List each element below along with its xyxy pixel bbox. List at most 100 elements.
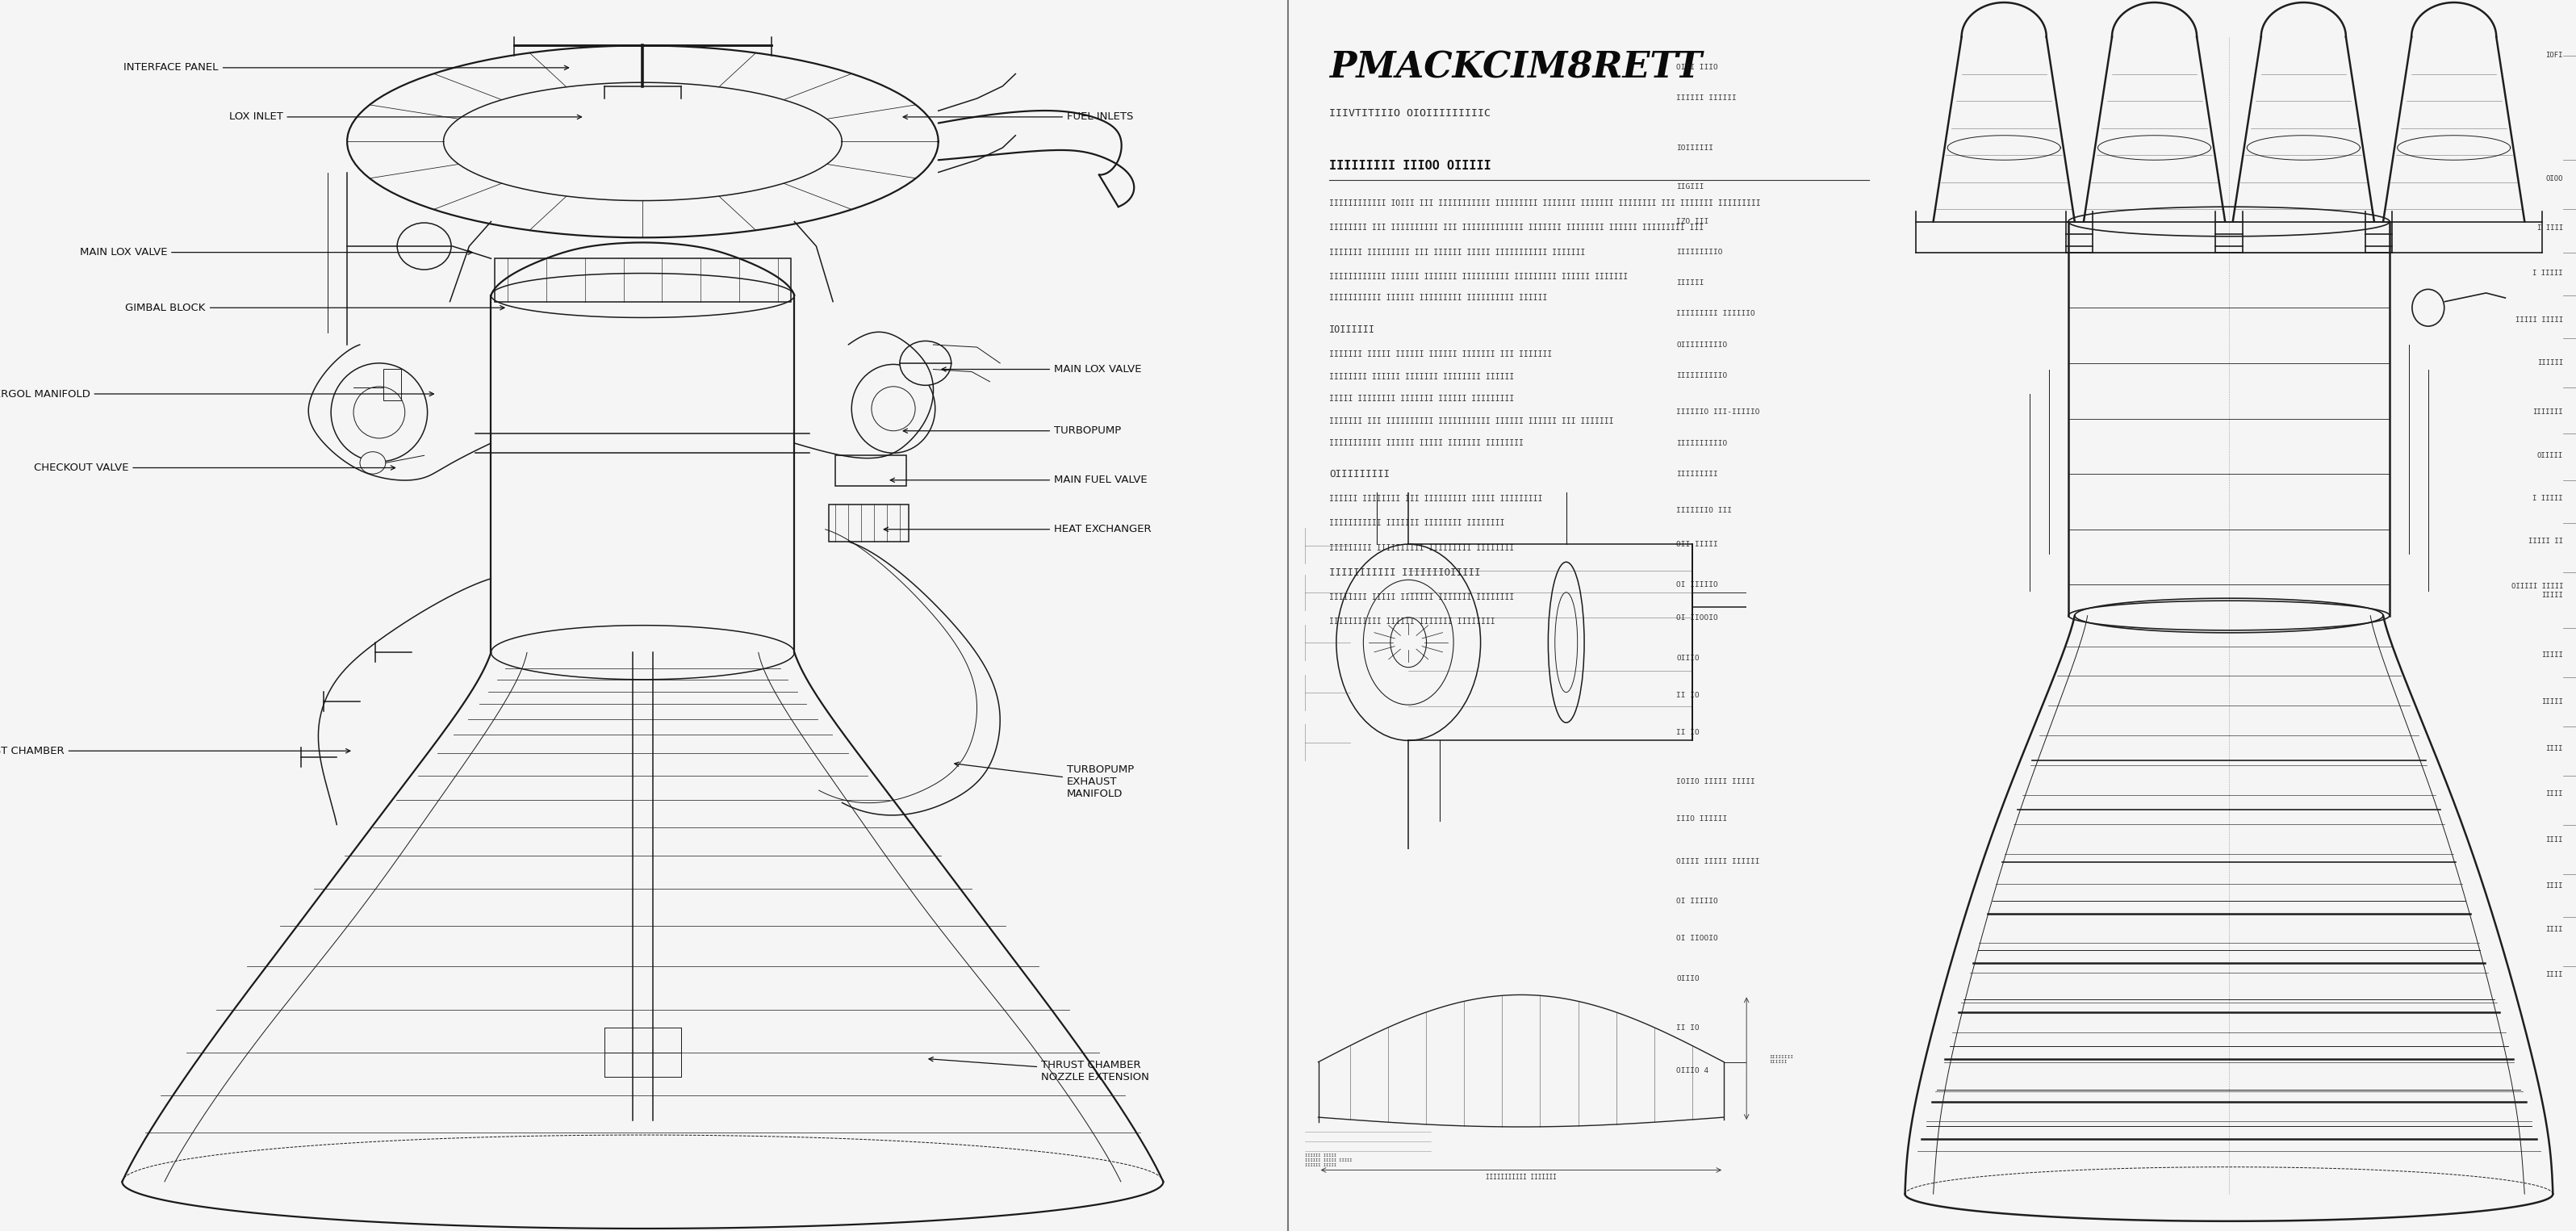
Text: IIIIIII: IIIIIII [2532,409,2563,416]
Bar [495,259,791,302]
Text: OI IIIIIO: OI IIIIIO [1677,897,1718,905]
Text: MAIN FUEL VALVE: MAIN FUEL VALVE [891,475,1146,485]
Text: IIIIIIIII IIIIIIIIII IIIIIIIII IIIIIIII: IIIIIIIII IIIIIIIIII IIIIIIIII IIIIIIII [1329,544,1515,551]
Text: IIIIIIII IIIII IIIIIII IIIIIII IIIIIIII: IIIIIIII IIIII IIIIIII IIIIIII IIIIIIII [1329,593,1515,601]
Text: IIII: IIII [2545,883,2563,890]
Text: IIII: IIII [2545,790,2563,798]
Text: OI IIOOIO: OI IIOOIO [1677,934,1718,942]
Text: IOIIIIII: IOIIIIII [1329,325,1376,335]
Text: IIIII II: IIIII II [2530,538,2563,545]
Text: IIIII IIIII: IIIII IIIII [2514,316,2563,324]
Text: IIII: IIII [2545,926,2563,933]
Text: II IO: II IO [1677,692,1700,699]
Text: CHECKOUT VALVE: CHECKOUT VALVE [33,463,394,473]
Text: OIIIIIIIIIO: OIIIIIIIIIO [1677,341,1728,348]
Text: IIIIIIIII IIIOO OIIIII: IIIIIIIII IIIOO OIIIII [1329,160,1492,172]
Text: FUEL INLETS: FUEL INLETS [904,112,1133,122]
Bar [835,455,907,486]
Text: IOIIO IIIII IIIII: IOIIO IIIII IIIII [1677,778,1754,785]
Text: THRUST CHAMBER: THRUST CHAMBER [0,746,350,756]
Text: IIIIII IIIIII: IIIIII IIIIII [1677,95,1736,102]
Text: TURBOPUMP
EXHAUST
MANIFOLD: TURBOPUMP EXHAUST MANIFOLD [956,762,1133,799]
Text: II IO: II IO [1677,729,1700,736]
Bar [1291,892,2576,934]
Bar [829,505,909,542]
Text: IIII: IIII [2545,971,2563,979]
Text: GIMBAL BLOCK: GIMBAL BLOCK [126,303,505,313]
Text: IIIVTITIIIO OIOIIIIIIIIIC: IIIVTITIIIO OIOIIIIIIIIIC [1329,108,1492,118]
Bar [1291,341,2576,382]
Text: IIIII IIIIIIII IIIIIII IIIIII IIIIIIIII: IIIII IIIIIIII IIIIIII IIIIII IIIIIIIII [1329,395,1515,403]
Text: IIIIII IIIIIIII III IIIIIIIII IIIII IIIIIIIII: IIIIII IIIIIIII III IIIIIIIII IIIII IIII… [1329,495,1543,502]
Text: OIIIIIIIII: OIIIIIIIII [1329,469,1388,479]
Text: IIIIIIII III IIIIIIIIII III IIIIIIIIIIIII IIIIIII IIIIIIII IIIIII IIIIIIIII III: IIIIIIII III IIIIIIIIII III IIIIIIIIIIII… [1329,224,1703,231]
Bar [1291,256,2576,297]
Text: OIIIO 4: OIIIO 4 [1677,1067,1708,1075]
Text: LOX INLET: LOX INLET [229,112,582,122]
Bar [1291,426,2576,467]
Text: I IIII: I IIII [2537,224,2563,231]
Text: MAIN LOX VALVE: MAIN LOX VALVE [943,364,1141,374]
Text: OII IIIII: OII IIIII [1677,540,1718,548]
Bar [1291,383,2576,425]
Text: II IO: II IO [1677,1024,1700,1032]
Ellipse shape [361,452,386,474]
Bar [1291,214,2576,255]
Text: IOIIIIII: IOIIIIII [1677,144,1713,151]
Text: I IIIII: I IIIII [2532,495,2563,502]
Text: IIIIII: IIIIII [1677,279,1705,287]
Bar [1291,1062,2576,1104]
Text: I IIIII: I IIIII [2532,270,2563,277]
Text: IIII: IIII [2545,745,2563,752]
Text: IIGIII: IIGIII [1677,183,1705,191]
Bar [1291,851,2576,891]
Text: HEAT EXCHANGER: HEAT EXCHANGER [884,524,1151,534]
Bar [1291,468,2576,510]
Text: IIIIIIIIIIO: IIIIIIIIIIO [1677,439,1728,447]
Text: IIIIIIII
IIIIII: IIIIIIII IIIIII [1770,1055,1793,1064]
Text: INTERFACE PANEL: INTERFACE PANEL [124,63,569,73]
Text: IIIIIIIII: IIIIIIIII [1677,470,1718,478]
Text: IIIII: IIIII [2543,651,2563,659]
Text: IIIIIIIIIII IIIIII IIIIIII IIIIIIII: IIIIIIIIIII IIIIII IIIIIII IIIIIIII [1329,618,1494,625]
Text: OI IIIIIO: OI IIIIIO [1677,581,1718,588]
Bar [1291,638,2576,680]
Text: IIIIIII IIIIIIIII III IIIIII IIIII IIIIIIIIIII IIIIIII: IIIIIII IIIIIIIII III IIIIII IIIII IIIII… [1329,249,1584,256]
Text: IIIII: IIIII [2543,698,2563,705]
Text: OIIIO: OIIIO [1677,655,1700,662]
Bar [1291,299,2576,340]
Bar [1291,1,2576,42]
Text: PMACKCIM8RETT: PMACKCIM8RETT [1329,50,1703,85]
Text: IIIIIIIIIII IIIIII IIIII IIIIIII IIIIIIII: IIIIIIIIIII IIIIII IIIII IIIIIII IIIIIII… [1329,439,1522,447]
Text: IIIIII: IIIIII [2537,359,2563,367]
Bar [1291,977,2576,1019]
Text: IIIIIIIIIII IIIIIIIOIIIII: IIIIIIIIIII IIIIIIIOIIIII [1329,567,1481,577]
Text: MAIN LOX VALVE: MAIN LOX VALVE [80,247,471,257]
Text: THRUST CHAMBER
NOZZLE EXTENSION: THRUST CHAMBER NOZZLE EXTENSION [930,1057,1149,1082]
Bar [1291,1190,2576,1231]
Text: OIIII IIIII IIIIII: OIIII IIIII IIIIII [1677,858,1759,865]
Ellipse shape [899,341,951,385]
Text: OIII IIIO: OIII IIIO [1677,64,1718,71]
Text: IIIIII IIIII
IIIIII IIIII IIIII
IIIIII IIIII: IIIIII IIIII IIIIII IIIII IIIII IIIIII I… [1303,1153,1352,1167]
Bar [1291,1020,2576,1061]
Bar [1291,511,2576,551]
Text: OIOO: OIOO [2545,175,2563,182]
Text: IIIIIIIII IIIIIIO: IIIIIIIII IIIIIIO [1677,310,1754,318]
Bar [1291,553,2576,595]
Text: IIIIIII III IIIIIIIIII IIIIIIIIIII IIIIII IIIIII III IIIIIII: IIIIIII III IIIIIIIIII IIIIIIIIIII IIIII… [1329,417,1613,425]
Bar [1291,1147,2576,1189]
Text: IIIIIIO III-IIIIIO: IIIIIIO III-IIIIIO [1677,409,1759,416]
Bar [1291,723,2576,764]
Text: IIIIIIIIIII IIIIIII: IIIIIIIIIII IIIIIII [1486,1173,1556,1181]
Bar [1291,44,2576,85]
Text: IIIIIIIIIO: IIIIIIIIIO [1677,249,1723,256]
Bar [1291,681,2576,721]
Text: OI IIOOIO: OI IIOOIO [1677,614,1718,622]
Bar [1291,596,2576,636]
Text: IIIIIIIIIII IIIIIII IIIIIIII IIIIIIII: IIIIIIIIIII IIIIIII IIIIIIII IIIIIIII [1329,519,1504,527]
Text: IIIIIIIIIIII IOIII III IIIIIIIIIII IIIIIIIII IIIIIII IIIIIII IIIIIIII III IIIIII: IIIIIIIIIIII IOIII III IIIIIIIIIII IIIII… [1329,199,1759,207]
Bar [1291,129,2576,170]
Text: IIII: IIII [2545,836,2563,843]
Text: IIIIIIIIIIII IIIIII IIIIIII IIIIIIIIII IIIIIIIII IIIIII IIIIIII: IIIIIIIIIIII IIIIII IIIIIII IIIIIIIIII I… [1329,273,1628,281]
